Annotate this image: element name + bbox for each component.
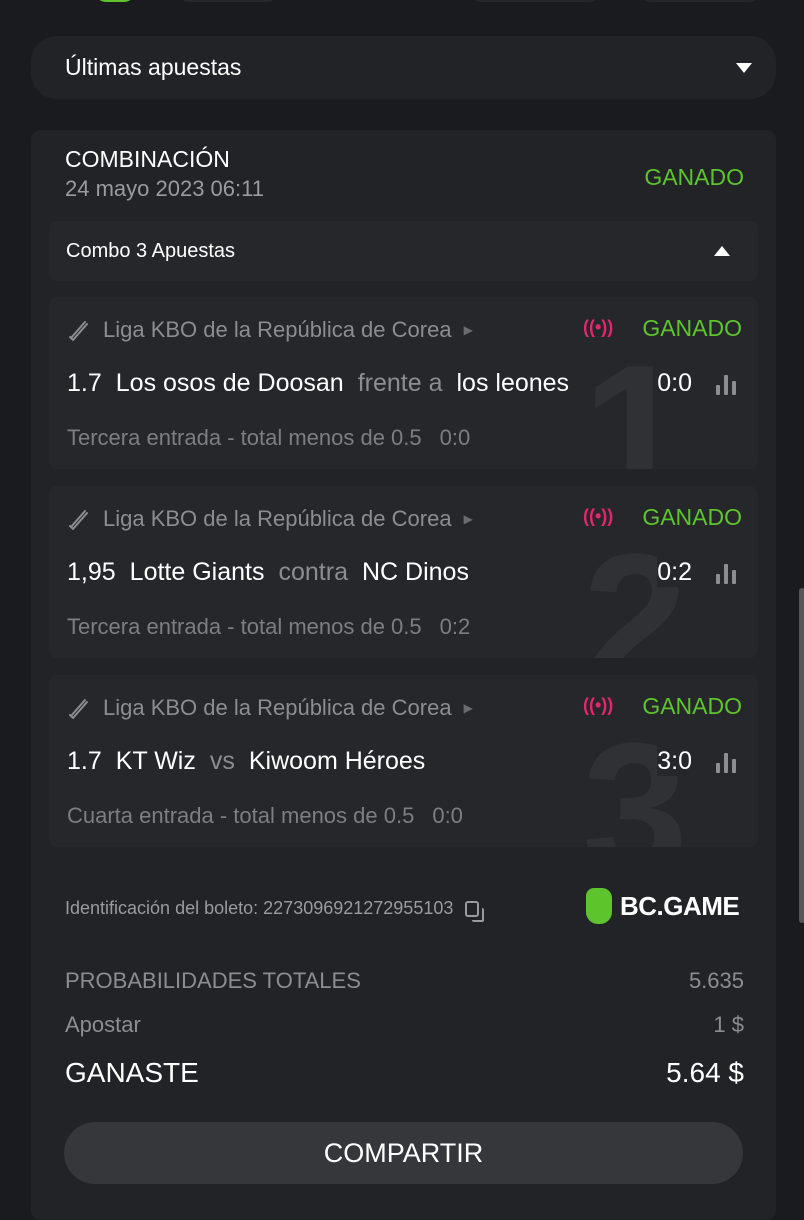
ticket-label: Identificación del boleto: [65, 898, 259, 918]
won-row: GANASTE 5.64 $ [65, 1057, 744, 1089]
baseball-bat-icon [69, 321, 88, 341]
stake-label: Apostar [65, 1012, 141, 1037]
home-team: Lotte Giants [129, 558, 265, 586]
league-name: Liga KBO de la República de Corea [103, 506, 452, 531]
caret-down-icon [736, 62, 752, 73]
baseball-bat-icon [69, 699, 88, 719]
won-value: 5.64 $ [666, 1057, 744, 1088]
market: Tercera entrada - total menos de 0.5 0:2 [67, 614, 470, 640]
market-name: Tercera entrada - total menos de 0.5 [67, 425, 422, 450]
league-name: Liga KBO de la República de Corea [103, 695, 452, 720]
logo-icon [586, 888, 612, 924]
caret-up-icon [714, 246, 730, 256]
away-team: Kiwoom Héroes [248, 747, 426, 775]
bet-status: GANADO [644, 164, 744, 190]
away-team: NC Dinos [361, 558, 469, 586]
chevron-right-icon: ▶ [463, 701, 473, 715]
match: 1.7 Los osos de Doosan frente a los leones [67, 369, 649, 398]
market-name: Tercera entrada - total menos de 0.5 [67, 614, 422, 639]
share-button[interactable]: COMPARTIR [64, 1122, 743, 1184]
home-team: Los osos de Doosan [115, 369, 344, 397]
market: Tercera entrada - total menos de 0.5 0:0 [67, 425, 470, 451]
leg-status: GANADO [642, 693, 742, 719]
bet-date: 24 mayo 2023 06:11 [65, 176, 264, 201]
market-score: 0:0 [439, 425, 471, 450]
league-name: Liga KBO de la República de Corea [103, 317, 452, 342]
leg-status: GANADO [642, 504, 742, 530]
combo-toggle[interactable]: Combo 3 Apuestas [49, 221, 758, 281]
won-label: GANASTE [65, 1057, 199, 1088]
ticket-number: 2273096921272955103 [263, 898, 454, 918]
leg-card[interactable]: 1 Liga KBO de la República de Corea ▶ ((•… [49, 297, 758, 469]
odds: 1.7 [67, 747, 102, 775]
home-team: KT Wiz [115, 747, 196, 775]
total-odds-value: 5.635 [688, 968, 744, 993]
combo-label: Combo 3 Apuestas [66, 239, 235, 262]
score: 0:0 [657, 369, 692, 398]
stats-icon[interactable] [716, 564, 736, 584]
league-link[interactable]: Liga KBO de la República de Corea ▶ [67, 317, 547, 343]
total-odds-label: PROBABILIDADES TOTALES [65, 968, 361, 993]
odds: 1,95 [67, 558, 116, 586]
market: Cuarta entrada - total menos de 0.5 0:0 [67, 803, 463, 829]
bet-type: COMBINACIÓN [65, 146, 230, 172]
odds: 1.7 [67, 369, 102, 397]
stake-value: 1 $ [713, 1012, 744, 1037]
brand-name: BC.GAME [620, 890, 740, 921]
leg-number: 1 [582, 326, 688, 469]
top-tab[interactable] [178, 0, 278, 2]
leg-status: GANADO [642, 315, 742, 341]
total-odds-row: PROBABILIDADES TOTALES 5.635 [65, 968, 744, 994]
live-icon: ((•)) [583, 695, 614, 715]
brand-logo: BC.GAME [586, 888, 740, 924]
top-tab[interactable] [640, 0, 760, 2]
match: 1,95 Lotte Giants contra NC Dinos [67, 558, 649, 587]
chevron-right-icon: ▶ [463, 512, 473, 526]
versus: vs [209, 747, 235, 775]
live-icon: ((•)) [583, 506, 614, 526]
league-link[interactable]: Liga KBO de la República de Corea ▶ [67, 695, 547, 721]
ticket-id: Identificación del boleto: 2273096921272… [65, 898, 485, 922]
versus: contra [278, 558, 348, 586]
stats-icon[interactable] [716, 375, 736, 395]
versus: frente a [357, 369, 443, 397]
market-name: Cuarta entrada - total menos de 0.5 [67, 803, 415, 828]
baseball-bat-icon [69, 510, 88, 530]
stats-icon[interactable] [716, 753, 736, 773]
leg-number: 3 [582, 704, 688, 847]
scrollbar[interactable] [799, 588, 804, 923]
top-tab[interactable] [470, 0, 600, 2]
top-tab-active[interactable] [95, 0, 135, 2]
away-team: los leones [456, 369, 570, 397]
league-link[interactable]: Liga KBO de la República de Corea ▶ [67, 506, 547, 532]
copy-icon[interactable] [465, 900, 485, 922]
leg-card[interactable]: 2 Liga KBO de la República de Corea ▶ ((•… [49, 486, 758, 658]
dropdown-label: Últimas apuestas [65, 54, 242, 80]
score: 0:2 [657, 558, 692, 587]
live-icon: ((•)) [583, 317, 614, 337]
chevron-right-icon: ▶ [463, 323, 473, 337]
match: 1.7 KT Wiz vs Kiwoom Héroes [67, 747, 649, 776]
market-score: 0:0 [432, 803, 463, 828]
market-score: 0:2 [439, 614, 471, 639]
leg-card[interactable]: 3 Liga KBO de la República de Corea ▶ ((•… [49, 675, 758, 847]
latest-bets-dropdown[interactable]: Últimas apuestas [31, 36, 776, 99]
stake-row: Apostar 1 $ [65, 1012, 744, 1038]
leg-number: 2 [582, 515, 688, 658]
score: 3:0 [657, 747, 692, 776]
